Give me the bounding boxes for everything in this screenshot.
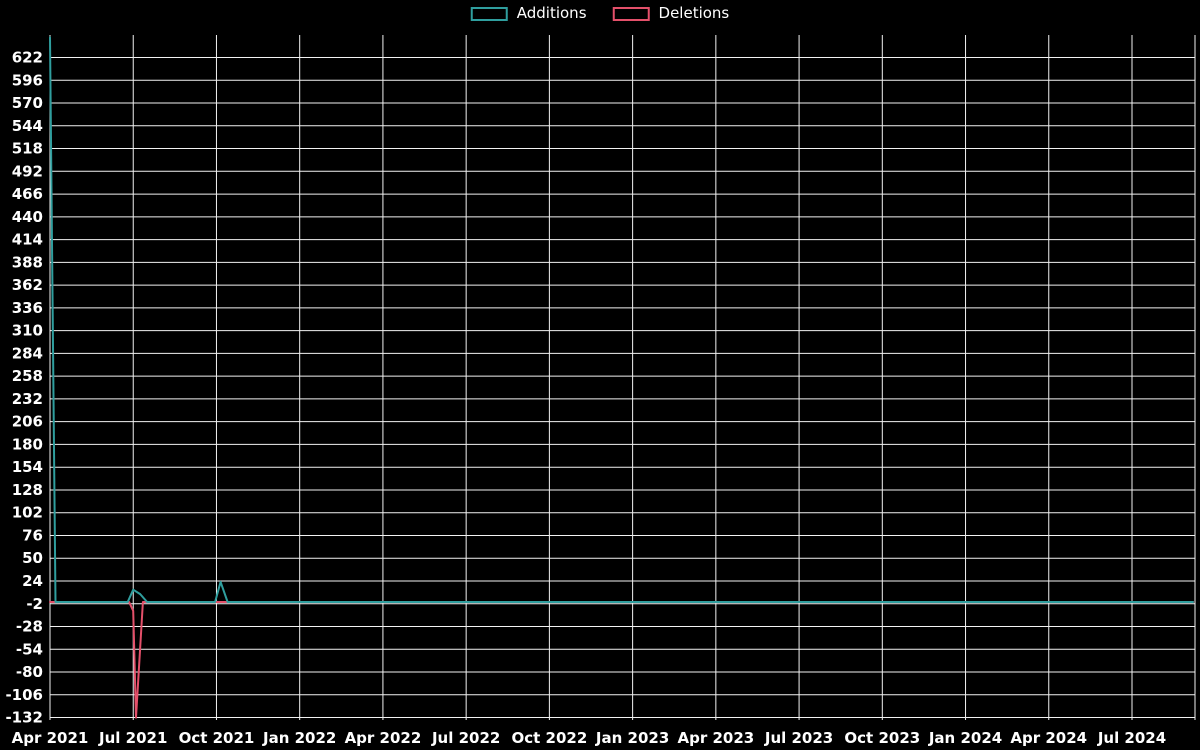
x-axis-tick-label: Oct 2022 [511, 729, 587, 747]
x-axis-tick-label: Apr 2021 [12, 729, 89, 747]
y-axis-tick-label: 128 [12, 481, 43, 499]
x-axis-tick-label: Jul 2021 [98, 729, 167, 747]
y-axis-tick-label: 414 [12, 231, 43, 249]
y-axis-tick-label: 388 [12, 253, 43, 271]
x-axis-tick-label: Jul 2024 [1097, 729, 1166, 747]
y-axis-tick-label: 518 [12, 140, 43, 158]
x-axis-tick-label: Oct 2021 [179, 729, 255, 747]
x-axis-tick-label: Jan 2022 [262, 729, 336, 747]
y-axis-tick-label: 154 [12, 458, 43, 476]
y-axis-tick-label: -132 [5, 709, 43, 727]
y-axis-tick-label: 50 [22, 549, 43, 567]
y-axis-tick-label: 440 [12, 208, 43, 226]
y-axis-tick-label: 284 [12, 344, 43, 362]
y-axis-tick-label: 544 [12, 117, 43, 135]
y-axis-tick-label: -106 [5, 686, 43, 704]
x-axis-tick-label: Oct 2023 [844, 729, 920, 747]
x-axis-tick-label: Apr 2022 [345, 729, 422, 747]
y-axis-tick-label: 180 [12, 435, 43, 453]
y-axis-tick-label: 76 [22, 526, 43, 544]
y-axis-tick-label: 622 [12, 49, 43, 67]
x-axis-tick-label: Jul 2023 [764, 729, 833, 747]
x-axis-tick-label: Jan 2023 [595, 729, 669, 747]
y-axis-tick-label: -28 [16, 618, 43, 636]
y-axis-tick-label: 24 [22, 572, 43, 590]
y-axis-tick-label: 206 [12, 413, 43, 431]
legend-label-additions: Additions [516, 4, 587, 22]
y-axis-tick-label: 258 [12, 367, 43, 385]
y-axis-tick-label: 596 [12, 71, 43, 89]
legend-item-deletions[interactable]: Deletions [612, 4, 730, 22]
series-line-additions [49, 36, 1194, 603]
y-axis-tick-label: -54 [16, 640, 43, 658]
chart-legend: Additions Deletions [470, 4, 730, 22]
x-axis-tick-label: Jul 2022 [431, 729, 500, 747]
x-axis-tick-label: Jan 2024 [928, 729, 1002, 747]
x-axis-tick-label: Apr 2023 [677, 729, 754, 747]
x-axis-tick-label: Apr 2024 [1010, 729, 1087, 747]
y-axis-tick-label: -80 [16, 663, 43, 681]
y-axis-tick-label: 102 [12, 504, 43, 522]
additions-swatch-icon [470, 6, 508, 21]
deletions-swatch-icon [612, 6, 650, 21]
y-axis-tick-label: 310 [12, 322, 43, 340]
y-axis-tick-label: 570 [12, 94, 43, 112]
y-axis-tick-label: 336 [12, 299, 43, 317]
y-axis-tick-label: 492 [12, 162, 43, 180]
legend-label-deletions: Deletions [658, 4, 730, 22]
y-axis-tick-label: -2 [26, 595, 43, 613]
y-axis-tick-label: 466 [12, 185, 43, 203]
y-axis-tick-label: 232 [12, 390, 43, 408]
y-axis-tick-label: 362 [12, 276, 43, 294]
legend-item-additions[interactable]: Additions [470, 4, 587, 22]
